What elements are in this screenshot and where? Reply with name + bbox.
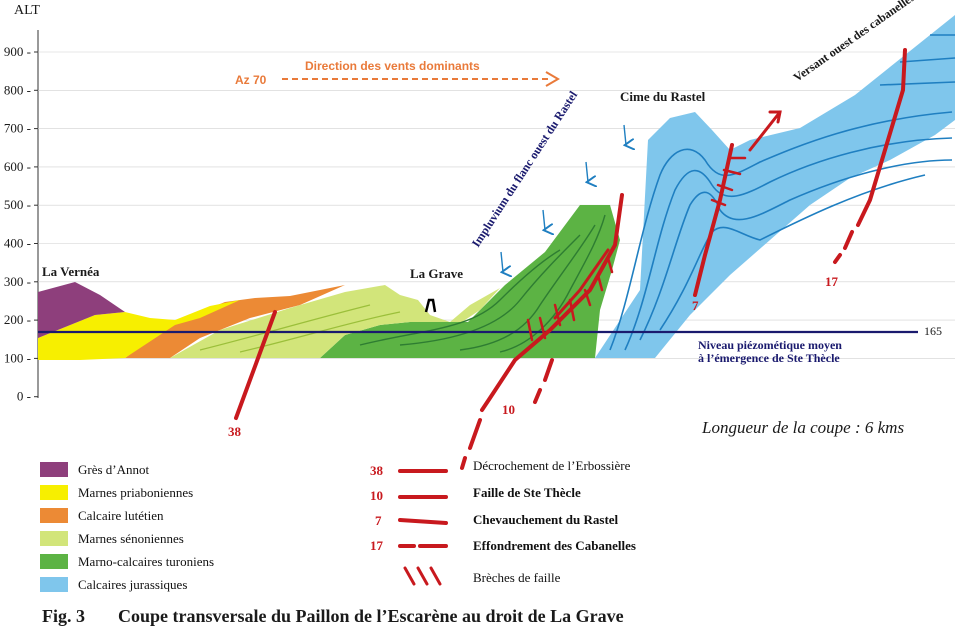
legend-label: Calcaire lutétien (78, 508, 164, 523)
breccia-ticks-2 (710, 156, 747, 207)
building-icon (424, 298, 437, 313)
wind-azimuth: Az 70 (235, 73, 267, 87)
layer-gres-annot (38, 282, 125, 338)
label-la-grave: La Grave (410, 266, 463, 281)
fault-legend-number: 17 (370, 538, 384, 553)
axis-tick-label: 500 - (4, 197, 31, 212)
legend-swatch (40, 462, 68, 477)
piezometric-level: 165 Niveau piézométique moyen à l’émerge… (38, 324, 942, 365)
legend-item: Calcaires jurassiques (40, 577, 187, 592)
fault-secondary-dashed (533, 358, 554, 404)
fault-number-7: 7 (692, 298, 699, 313)
legend-swatch (40, 577, 68, 592)
axis-label: ALT (14, 3, 40, 18)
y-axis: ALT 900 - 800 - 700 - 600 - 500 - 400 - 300 - 2… (4, 3, 955, 404)
legend-item: Marno-calcaires turoniens (40, 554, 214, 569)
fault-legend: 38 Décrochement de l’Erbossière 10 Faill… (370, 458, 636, 586)
fault-number-10: 10 (502, 402, 515, 417)
fault-legend-number: 38 (370, 463, 384, 478)
caption-figure-number: Fig. 3 (42, 606, 85, 626)
fault-legend-item: 38 Décrochement de l’Erbossière (370, 458, 631, 478)
fault-legend-label: Effondrement des Cabanelles (473, 538, 636, 553)
wind-direction: Az 70 Direction des vents dominants (235, 59, 560, 87)
fault-legend-label: Faille de Ste Thècle (473, 485, 581, 500)
axis-tick-label: 200 - (4, 312, 31, 327)
fault-7 (693, 143, 734, 297)
piezometric-label-1: Niveau piézométique moyen (698, 338, 842, 352)
legend-item: Calcaire lutétien (40, 508, 164, 523)
legend-swatch (40, 531, 68, 546)
fault-legend-label: Chevauchement du Rastel (473, 512, 619, 527)
legend-label: Marno-calcaires turoniens (78, 554, 214, 569)
axis-tick-label: 800 - (4, 82, 31, 97)
axis-tick-label: 300 - (4, 274, 31, 289)
fault-10-dashed (460, 418, 482, 470)
fault-10 (480, 193, 624, 412)
fault-number-38: 38 (228, 424, 242, 439)
fault-7-arrow (748, 110, 782, 152)
axis-tick-label: 700 - (4, 121, 31, 136)
fault-legend-item: 17 Effondrement des Cabanelles (370, 538, 636, 553)
fault-number-17: 17 (825, 274, 839, 289)
fault-secondary (553, 248, 610, 320)
legend-swatch (40, 554, 68, 569)
fault-legend-label: Décrochement de l’Erbossière (473, 458, 631, 473)
breccia-legend-label: Brèches de faille (473, 570, 561, 585)
axis-tick-label: 400 - (4, 236, 31, 251)
legend-item: Marnes sénoniennes (40, 531, 184, 546)
fault-legend-item: 7 Chevauchement du Rastel (375, 512, 619, 528)
layer-marno-calcaires-turoniens (320, 205, 620, 358)
legend-label: Marnes priaboniennes (78, 485, 193, 500)
figure-caption: Fig. 3 Coupe transversale du Paillon de … (42, 606, 624, 626)
fault-17 (856, 48, 907, 227)
label-la-vernea: La Vernéa (42, 264, 100, 279)
legend-label: Calcaires jurassiques (78, 577, 187, 592)
axis-tick-label: 600 - (4, 159, 31, 174)
layer-marnes-priaboniennes (38, 300, 240, 360)
section-length: Longueur de la coupe : 6 kms (701, 418, 904, 437)
faults (234, 48, 907, 470)
label-cime-du-rastel: Cime du Rastel (620, 89, 706, 104)
fault-38 (234, 310, 277, 420)
breccia-ticks-1 (526, 256, 614, 342)
fault-17-dashed (833, 230, 854, 264)
layer-calcaires-jurassiques (595, 15, 955, 358)
legend-item: Grès d’Annot (40, 462, 150, 477)
piezometric-label-2: à l’émergence de Ste Thècle (698, 351, 840, 365)
layer-calcaire-lutetien (125, 285, 345, 358)
wind-label: Direction des vents dominants (305, 59, 480, 73)
axis-tick-label: 900 - (4, 44, 31, 59)
fault-legend-number: 7 (375, 513, 382, 528)
legend-label: Marnes sénoniennes (78, 531, 184, 546)
label-impluvium: Impluvium du flanc ouest du Rastel (469, 88, 581, 250)
bedding-lines-green (359, 214, 606, 353)
axis-tick-label: 100 - (4, 350, 31, 365)
fault-legend-item: 10 Faille de Ste Thècle (370, 485, 581, 503)
legend-swatch (40, 508, 68, 523)
geology-layers (38, 15, 956, 360)
legend-swatch (40, 485, 68, 500)
bedding-lines-blue (609, 34, 956, 351)
impluvium-arrows (501, 124, 626, 272)
piezometric-value: 165 (924, 324, 942, 338)
fault-legend-number: 10 (370, 488, 383, 503)
layer-marnes-senoniennes (170, 285, 500, 358)
axis-tick-label: 0 - (17, 389, 31, 404)
legend-item: Marnes priaboniennes (40, 485, 193, 500)
caption-title: Coupe transversale du Paillon de l’Escar… (118, 606, 624, 626)
legend-label: Grès d’Annot (78, 462, 150, 477)
breccia-legend-item: Brèches de faille (403, 566, 561, 586)
layer-legend: Grès d’Annot Marnes priaboniennes Calcai… (40, 462, 214, 592)
